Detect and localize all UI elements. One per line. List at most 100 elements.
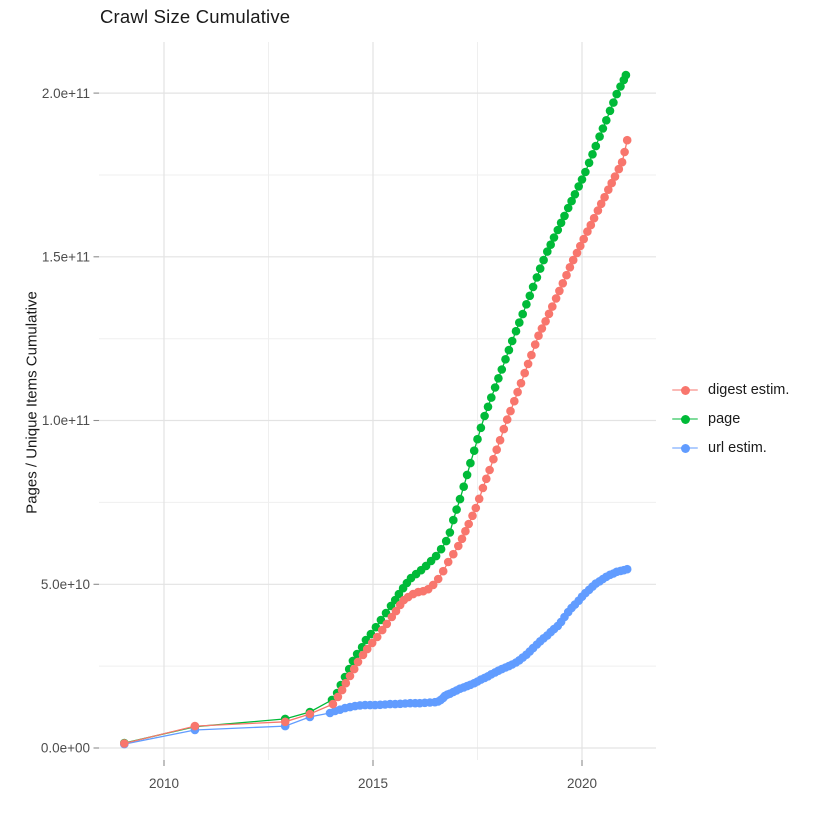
- chart-title: Crawl Size Cumulative: [100, 6, 291, 27]
- series-url-estim-point: [622, 564, 632, 574]
- series-digest-estim-point: [617, 157, 627, 167]
- series-digest-estim-point: [438, 566, 448, 576]
- series-digest-estim-point: [433, 574, 443, 584]
- legend-item-digest-estim: digest estim.: [670, 380, 789, 400]
- series-page-point: [553, 225, 563, 235]
- series-page-point: [459, 482, 469, 492]
- series-page-point: [480, 411, 489, 421]
- series-page-point: [501, 355, 510, 364]
- series-digest-estim-point: [558, 279, 568, 288]
- series-digest-estim-point: [572, 248, 582, 258]
- series-digest-estim-point: [596, 199, 606, 209]
- series-digest-estim-point: [474, 494, 484, 504]
- series-digest-estim-point: [382, 619, 392, 629]
- plot-panel: [99, 42, 656, 760]
- series-page-point: [462, 470, 472, 480]
- series-page-point: [605, 106, 615, 116]
- minor-gridlines: [99, 42, 656, 760]
- series-digest-estim-point: [362, 644, 372, 654]
- series-digest-estim-point: [551, 294, 561, 303]
- series-digest-estim-point: [190, 721, 200, 731]
- series-page-point: [528, 282, 538, 292]
- series-digest-estim-point: [565, 263, 575, 272]
- series-page-point: [584, 158, 594, 168]
- series-page-point: [616, 82, 625, 91]
- series-digest-estim-point: [523, 359, 533, 369]
- legend-label: digest estim.: [708, 382, 790, 398]
- series-page-point: [518, 309, 527, 319]
- legend-item-url-estim: url estim.: [670, 438, 789, 458]
- y-tick-label: 0.0e+00: [41, 741, 90, 756]
- series-page-point: [490, 383, 500, 392]
- series-digest-estim-point: [349, 664, 359, 674]
- series-digest-estim-point: [492, 445, 502, 455]
- series-page-point: [543, 247, 552, 256]
- series-page-point: [494, 374, 503, 383]
- series-page-point: [574, 182, 583, 191]
- series-digest-estim-point: [576, 241, 585, 251]
- series-digest-estim-point: [541, 317, 550, 326]
- series-digest-estim-point: [499, 424, 509, 434]
- series-page-point: [577, 175, 587, 184]
- series-page-point: [515, 318, 524, 327]
- series-digest-estim-point: [579, 234, 588, 244]
- series-page-point: [497, 365, 507, 374]
- series-page-point: [445, 528, 455, 537]
- series-digest-estim-point: [620, 147, 629, 157]
- legend-key-url-estim: [670, 438, 700, 458]
- series-digest-estim-point: [428, 580, 438, 590]
- y-axis-title: Pages / Unique Items Cumulative: [23, 291, 41, 514]
- series-digest-estim-point: [520, 368, 529, 378]
- series-digest-estim-point: [471, 503, 481, 513]
- series-digest-estim-point: [345, 671, 355, 681]
- series-digest-estim-point: [495, 435, 505, 445]
- series-digest-estim-point: [367, 638, 377, 648]
- legend-key-digest-estim: [670, 380, 700, 400]
- series-page-point: [621, 70, 631, 80]
- series-digest-estim-point: [534, 331, 543, 341]
- x-tick-label: 2010: [149, 776, 179, 791]
- series-page-point: [539, 255, 548, 265]
- series-page-point: [591, 141, 601, 151]
- series-page-point: [546, 240, 555, 249]
- series-digest-estim-point: [510, 396, 519, 406]
- series-digest-estim-point: [372, 632, 382, 642]
- series-digest-estim-point: [527, 350, 536, 360]
- series-page-point: [567, 196, 576, 206]
- legend-label: url estim.: [708, 440, 767, 456]
- series-digest-estim-point: [506, 406, 515, 416]
- series-page-point: [449, 515, 458, 525]
- series-digest-estim-point: [341, 678, 351, 688]
- legend-key-page: [670, 409, 700, 429]
- series-page-point: [466, 458, 475, 468]
- series-page-point: [511, 326, 521, 336]
- major-gridlines: [99, 42, 656, 760]
- y-tick-label: 2.0e+11: [42, 86, 90, 101]
- series-digest-estim-point: [391, 606, 401, 616]
- series-digest-estim-point: [555, 286, 564, 296]
- series-digest-estim-point: [454, 541, 463, 551]
- series-page-point: [598, 124, 608, 133]
- series-digest-estim-point: [337, 685, 347, 695]
- legend-label: page: [708, 411, 741, 427]
- series-page-point: [556, 218, 566, 228]
- series-digest-estim-point: [607, 178, 616, 188]
- series-page-point: [441, 536, 451, 546]
- series-page-point: [612, 89, 621, 99]
- y-tick-label: 1.0e+11: [42, 413, 90, 428]
- series-digest-estim-point: [589, 213, 599, 223]
- series-page-point: [487, 393, 496, 402]
- series-page-point: [570, 190, 580, 199]
- series-digest-estim-point: [513, 387, 522, 397]
- series-page-point: [563, 203, 573, 213]
- series-digest-estim-point: [478, 483, 488, 493]
- series-digest-estim-point: [482, 474, 491, 484]
- series-page-point: [560, 211, 569, 221]
- series-digest-estim-point: [120, 739, 129, 748]
- series-digest-estim-point: [461, 526, 470, 536]
- series-digest-estim-point: [489, 454, 498, 464]
- series-digest-estim-point: [562, 270, 571, 280]
- series-digest-estim-point: [544, 309, 554, 319]
